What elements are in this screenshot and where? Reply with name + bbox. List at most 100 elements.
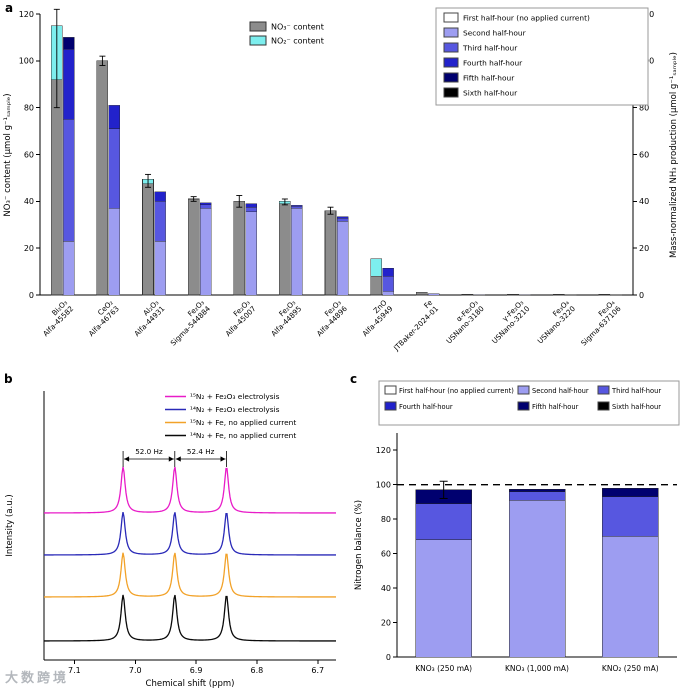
panel-c-letter: c [350,372,358,386]
coupling-label: 52.4 Hz [187,447,215,456]
y-axis-label-right: Mass-normalized NH₃ production (µmol g⁻¹… [669,52,679,258]
nh3-segment [154,240,166,296]
x-category-label: KNO₃ (250 mA) [415,664,472,673]
y-tick-label-right: 0 [639,291,644,300]
y-tick-label-right: 40 [639,197,649,206]
legend-label: Fifth half-hour [532,403,579,411]
category-label: Al₂O₃Alfa-44931 [126,298,166,338]
no3-bar [187,198,200,296]
y-tick-label-left: 100 [19,57,34,66]
balance-segment [602,536,659,658]
legend-label: Third half-hour [462,44,518,53]
x-axis-label: Chemical shift (ppm) [146,679,235,689]
category-label-line: JTBaker-2024-01 [391,304,440,353]
y-tick-label-right: 20 [639,244,649,253]
no3-bar [370,275,382,296]
x-tick-label: 7.0 [129,666,142,675]
legend-swatch [443,27,459,38]
legend-label: NO₃⁻ content [271,23,324,32]
category-label: Fe₂O₃Alfa-44895 [263,298,303,338]
legend-swatch [443,12,459,23]
x-tick-label: 6.8 [251,666,264,675]
nh3-segment [154,191,166,202]
y-tick-label-left: 60 [24,150,34,159]
legend-label: ¹⁵N₂ + Fe, no applied current [190,418,296,427]
x-category-label: KNO₃ (1,000 mA) [505,664,569,673]
category-label: Fe₃O₄USNano-3220 [530,298,578,346]
nh3-segment [382,291,394,296]
legend-swatch [597,385,610,395]
nmr-trace [44,552,336,598]
balance-segment [415,503,472,541]
nh3-segment [336,221,349,296]
no2-bar [370,258,382,277]
y-tick-label-left: 120 [19,10,34,19]
category-label: Fe₃O₄Sigma-637106 [573,298,623,348]
coupling-label: 52.0 Hz [135,447,163,456]
category-label: α-Fe₂O₃USNano-3180 [438,298,486,346]
legend-label: ¹⁴N₂ + Fe₂O₃ electrolysis [190,405,280,414]
legend-label: First half-hour (no applied current) [399,387,514,395]
balance-segment [602,496,659,537]
nh3-segment [63,240,75,296]
y-tick-label: 60 [381,549,391,558]
nh3-segment [154,201,166,242]
panel-a-chart: 002020404060608080100100120120NO₃⁻ conte… [3,7,679,353]
nh3-segment [291,205,303,207]
no3-bar [96,60,109,296]
balance-segment [415,539,472,658]
legend-label: ¹⁴N₂ + Fe, no applied current [190,431,296,440]
nh3-segment [336,216,349,219]
no3-bar [233,201,246,296]
nh3-segment [199,204,212,209]
no3-bar [324,210,337,296]
no3-bar [507,294,519,296]
panel-b-chart: 7.1 7.0 6.9 6.8 6.7 Chemical shift (ppm) Inten… [5,391,336,689]
balance-segment [508,491,566,501]
legend-swatch [597,401,610,411]
y-tick-label: 100 [376,480,391,489]
legend-swatch [443,72,459,83]
nmr-trace [43,466,336,514]
x-tick-label: 6.7 [311,666,324,675]
category-label: CeO₂Alfa-46763 [81,298,121,338]
panel-b-letter: b [4,372,13,386]
legend-label: Third half-hour [611,387,661,395]
legend-label: Second half-hour [532,387,589,395]
y-tick-label: 120 [376,446,391,455]
nh3-segment [428,293,440,296]
nmr-trace [44,512,336,556]
legend-swatch [443,57,459,68]
y-axis-label: Nitrogen balance (%) [354,500,364,590]
arrow-head [220,456,226,462]
nh3-segment [382,276,394,292]
y-tick-label: 20 [381,618,391,627]
category-label: Bi₂O₃Alfa-45582 [35,298,75,338]
y-tick-label: 40 [381,584,391,593]
y-tick-label: 0 [386,653,391,662]
y-tick-label-right: 80 [639,103,649,112]
category-label: Fe₂O₃Alfa-44896 [309,298,349,338]
legend-label: Fourth half-hour [463,59,523,68]
x-category-label: KNO₂ (250 mA) [602,664,659,673]
y-tick-label-left: 80 [24,103,34,112]
nh3-segment [63,48,75,120]
y-tick-label-left: 20 [24,244,34,253]
nh3-segment [63,119,75,242]
nh3-segment [108,105,121,129]
nh3-segment [108,128,121,209]
arrow-head [124,456,130,462]
y-tick-label-right: 60 [639,150,649,159]
nh3-segment [245,211,257,296]
no3-bar [415,291,428,296]
nh3-segment [291,208,303,296]
legend-swatch [384,401,397,411]
legend-label: ¹⁵N₂ + Fe₂O₃ electrolysis [190,392,280,401]
no3-bar [279,203,291,296]
legend-swatch [384,385,397,395]
category-label: FeJTBaker-2024-01 [385,298,440,353]
category-label: ZnOAlfa-45949 [354,298,394,338]
nh3-segment [336,218,349,222]
y-axis-label: Intensity (a.u.) [5,494,15,556]
